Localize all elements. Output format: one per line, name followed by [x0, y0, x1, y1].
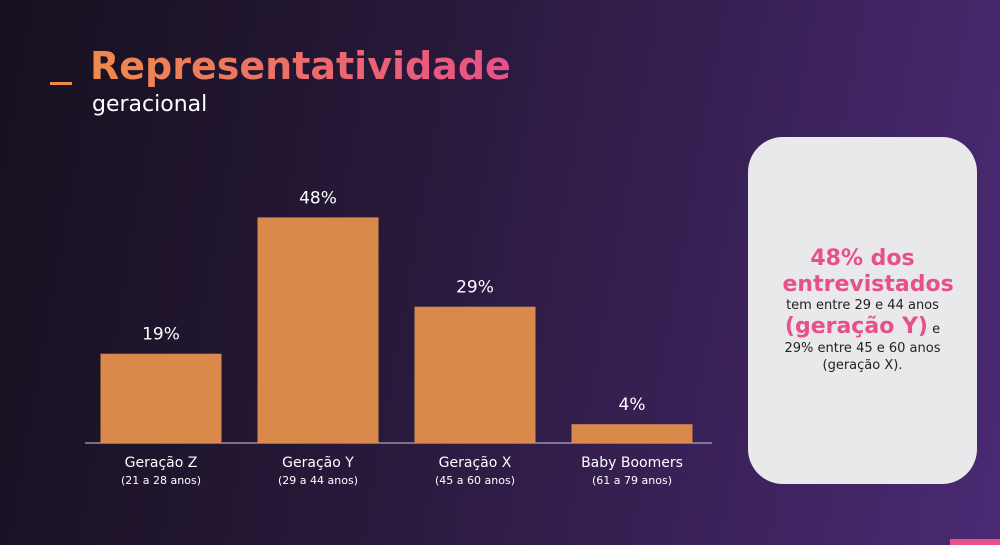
title: Representatividade — [90, 44, 511, 88]
card-highlight: (geração Y) — [784, 314, 928, 340]
x-tick-label: Geração Z — [125, 455, 198, 471]
x-tick-note: (45 a 60 anos) — [435, 474, 515, 487]
x-tick-label: Geração Y — [282, 455, 354, 471]
card-text: 29% entre 45 e 60 anos — [784, 340, 941, 356]
highlight-card: 48% dos entrevistados tem entre 29 e 44 … — [748, 137, 977, 484]
value-label: 29% — [456, 278, 494, 298]
x-tick-label: Geração X — [439, 455, 512, 471]
x-tick-note: (29 a 44 anos) — [278, 474, 358, 487]
accent-strip — [950, 539, 1000, 545]
card-text: tem entre 29 e 44 anos — [786, 297, 939, 313]
bar — [571, 424, 693, 443]
x-tick-label: Baby Boomers — [581, 455, 683, 471]
x-tick-note: (21 a 28 anos) — [121, 474, 201, 487]
card-text: e — [932, 322, 941, 338]
accent-dash — [50, 82, 72, 85]
value-label: 4% — [619, 395, 646, 415]
bar — [414, 306, 536, 443]
value-label: 48% — [299, 188, 337, 208]
card-text: (geração X). — [822, 358, 903, 374]
chart: 19% Geração Z (21 a 28 anos) 48% Geração Y (2… — [85, 188, 712, 487]
bar — [100, 353, 222, 443]
card-highlight: 48% dos entrevistados — [782, 246, 954, 297]
bar — [257, 217, 379, 443]
subtitle: geracional — [92, 92, 208, 117]
x-tick-note: (61 a 79 anos) — [592, 474, 672, 487]
value-label: 19% — [142, 325, 180, 345]
card-row: (geração Y) e — [785, 314, 940, 339]
